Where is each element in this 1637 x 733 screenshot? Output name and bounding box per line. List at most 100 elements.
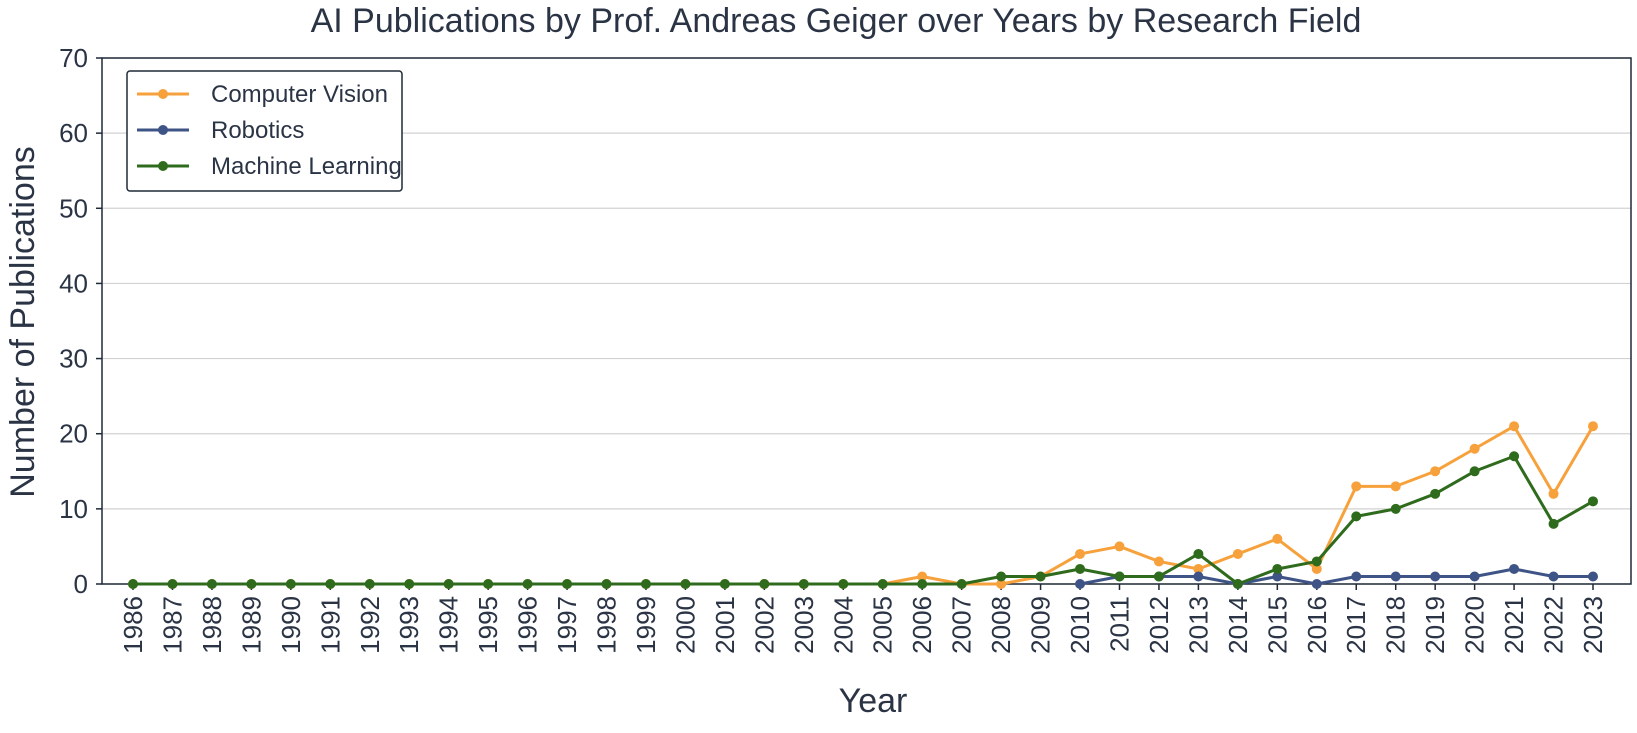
data-point xyxy=(1588,571,1598,582)
x-tick-label: 2009 xyxy=(1026,596,1056,654)
x-axis: 1986 1987 1988 1989 1990 1991 1992 1993 1994 1995… xyxy=(118,584,1608,654)
data-point xyxy=(1193,563,1204,574)
x-tick-label: 1998 xyxy=(592,596,622,654)
y-tick-label: 20 xyxy=(59,419,88,449)
data-point xyxy=(1075,548,1086,559)
x-tick-label: 2003 xyxy=(789,596,819,654)
x-tick-label: 2017 xyxy=(1341,596,1371,654)
x-tick-label: 1994 xyxy=(434,596,464,654)
legend-swatch-marker xyxy=(158,161,168,171)
legend-label: Robotics xyxy=(211,117,304,144)
y-tick-label: 40 xyxy=(59,268,88,298)
data-point xyxy=(1588,421,1598,432)
x-axis-label: Year xyxy=(839,682,908,720)
y-tick-label: 30 xyxy=(59,344,88,374)
series-line xyxy=(133,454,1594,586)
data-point xyxy=(1430,571,1441,582)
data-point xyxy=(956,579,967,589)
data-point xyxy=(877,579,888,589)
data-point xyxy=(1509,451,1520,462)
legend: Computer Vision Robotics Machine Learning xyxy=(126,70,403,192)
data-point xyxy=(1114,571,1125,582)
data-point xyxy=(285,579,296,589)
data-point xyxy=(1548,518,1559,529)
x-tick-label: 2022 xyxy=(1539,596,1569,654)
x-tick-label: 2011 xyxy=(1104,596,1134,652)
data-point xyxy=(1469,443,1480,454)
x-tick-label: 1987 xyxy=(157,596,187,654)
data-point xyxy=(1272,571,1283,582)
x-tick-label: 2004 xyxy=(828,596,858,654)
data-point xyxy=(1469,466,1480,477)
data-point xyxy=(1075,563,1086,574)
data-point xyxy=(1193,548,1204,559)
data-point xyxy=(1430,466,1441,477)
data-point xyxy=(1193,571,1204,582)
data-point xyxy=(759,579,770,589)
data-point xyxy=(1351,481,1362,492)
data-point xyxy=(680,579,691,589)
x-tick-label: 2019 xyxy=(1420,596,1450,654)
x-tick-label: 2013 xyxy=(1183,596,1213,654)
data-point xyxy=(1035,571,1046,582)
y-tick-label: 60 xyxy=(59,118,88,148)
y-axis-label: Number of Publications xyxy=(4,146,42,498)
data-point xyxy=(1311,563,1322,574)
data-point xyxy=(1075,579,1086,589)
data-point xyxy=(1272,533,1283,544)
data-point xyxy=(1390,503,1401,514)
x-tick-label: 2015 xyxy=(1262,596,1292,654)
data-point xyxy=(404,579,415,589)
data-point xyxy=(838,579,849,589)
x-tick-label: 2014 xyxy=(1223,596,1253,654)
x-tick-label: 2005 xyxy=(868,596,898,654)
data-point xyxy=(167,579,178,589)
data-point xyxy=(1311,556,1322,567)
data-point xyxy=(1430,488,1441,499)
data-point xyxy=(1351,571,1362,582)
data-point xyxy=(640,579,651,589)
data-point xyxy=(1153,571,1164,582)
x-tick-label: 2006 xyxy=(907,596,937,654)
data-point xyxy=(917,571,928,582)
data-point xyxy=(1153,556,1164,567)
x-tick-label: 1993 xyxy=(394,596,424,654)
legend-label: Computer Vision xyxy=(211,81,388,108)
data-point xyxy=(1390,571,1401,582)
y-tick-label: 10 xyxy=(59,494,88,524)
x-tick-label: 2021 xyxy=(1499,596,1529,654)
x-tick-label: 2016 xyxy=(1302,596,1332,654)
legend-swatch-marker xyxy=(158,125,168,135)
x-tick-label: 2018 xyxy=(1381,596,1411,654)
series-line xyxy=(133,424,1595,586)
y-axis: 0 10 20 30 40 50 60 70 xyxy=(59,43,102,599)
x-tick-label: 1992 xyxy=(355,596,385,654)
data-point xyxy=(1351,511,1362,522)
series-machine-learning xyxy=(128,451,1598,589)
data-point xyxy=(1232,548,1243,559)
x-tick-label: 2000 xyxy=(670,596,700,654)
data-point xyxy=(1114,541,1125,552)
chart-title: AI Publications by Prof. Andreas Geiger … xyxy=(311,2,1362,40)
y-tick-label: 0 xyxy=(74,569,88,599)
x-tick-label: 2001 xyxy=(710,596,740,654)
data-point xyxy=(917,579,928,589)
data-point xyxy=(325,579,336,589)
data-point xyxy=(1548,488,1559,499)
data-point xyxy=(1509,563,1520,574)
x-tick-label: 2012 xyxy=(1144,596,1174,654)
legend-box xyxy=(126,70,403,192)
data-point xyxy=(206,579,217,589)
x-tick-label: 1986 xyxy=(118,596,148,654)
x-tick-label: 2010 xyxy=(1065,596,1095,654)
x-tick-label: 1997 xyxy=(552,596,582,654)
data-point xyxy=(483,579,494,589)
data-point xyxy=(1390,481,1401,492)
x-tick-label: 1999 xyxy=(631,596,661,654)
legend-swatch-marker xyxy=(158,89,168,99)
data-point xyxy=(798,579,809,589)
data-point xyxy=(443,579,454,589)
series-layer xyxy=(128,421,1598,589)
